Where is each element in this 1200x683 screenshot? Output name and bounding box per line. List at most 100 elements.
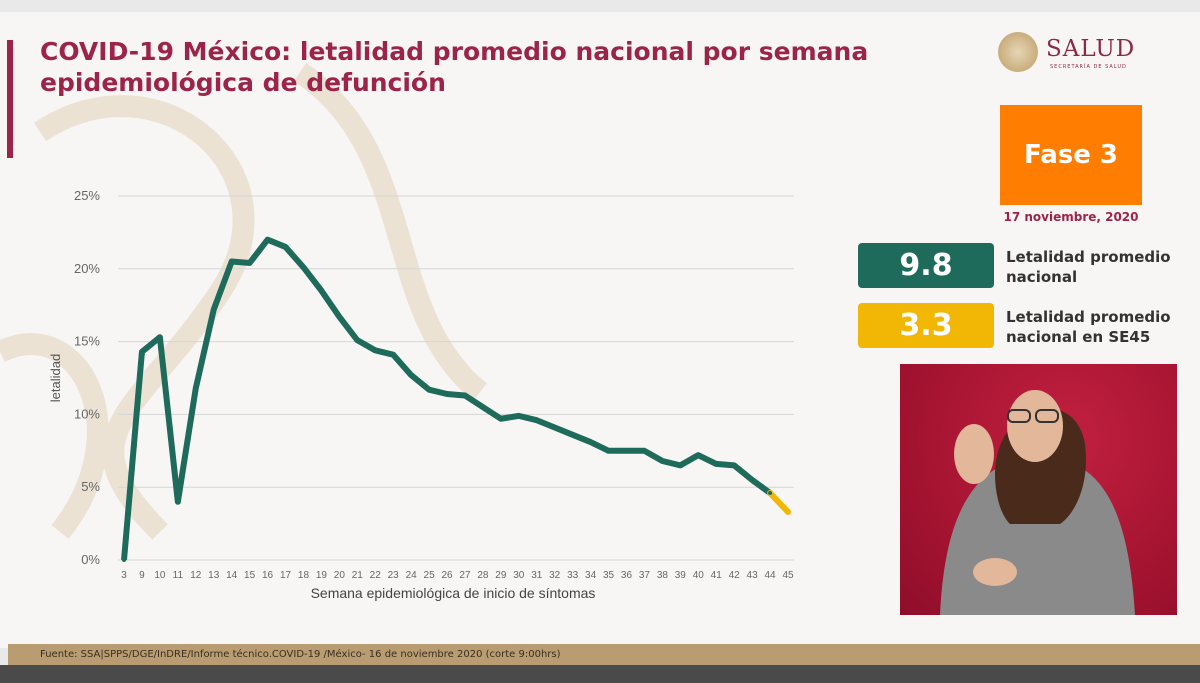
x-tick-label: 44 xyxy=(764,570,776,581)
series-line xyxy=(121,236,772,561)
data-point xyxy=(409,373,414,378)
data-point xyxy=(283,244,288,249)
data-point xyxy=(642,448,647,453)
data-point xyxy=(786,509,790,514)
x-tick-label: 3 xyxy=(121,570,127,581)
data-point xyxy=(355,338,360,343)
x-tick-label: 36 xyxy=(621,570,633,581)
chart-grid xyxy=(118,195,794,561)
data-point xyxy=(660,458,665,463)
salud-logo: SALUD SECRETARÍA DE SALUD xyxy=(998,22,1173,78)
logo-text: SALUD xyxy=(1046,36,1136,62)
data-point xyxy=(750,477,755,482)
y-tick-label: 20% xyxy=(74,261,100,276)
x-tick-label: 19 xyxy=(316,570,328,581)
report-date: 17 noviembre, 2020 xyxy=(1003,210,1139,224)
data-point xyxy=(319,288,324,293)
x-tick-label: 9 xyxy=(139,570,145,581)
data-point xyxy=(265,237,270,242)
x-tick-label: 37 xyxy=(639,570,651,581)
data-point xyxy=(678,463,683,468)
data-point xyxy=(193,386,198,391)
x-tick-label: 25 xyxy=(424,570,436,581)
data-point xyxy=(122,558,126,562)
x-tick-label: 14 xyxy=(226,570,238,581)
stat-se45-value: 3.3 xyxy=(858,303,994,348)
x-axis-ticks: 3 9 10 11 12 13 14 15 16 17 18 19 20 21 22 23 24 25 26 27 28… xyxy=(121,570,794,581)
data-point xyxy=(696,453,701,458)
x-tick-label: 10 xyxy=(154,570,166,581)
x-tick-label: 24 xyxy=(406,570,418,581)
x-axis-label: Semana epidemiológica de inicio de sínto… xyxy=(311,585,596,601)
phase-badge: Fase 3 xyxy=(1000,105,1142,205)
data-point xyxy=(229,259,234,264)
x-tick-label: 41 xyxy=(711,570,723,581)
data-point xyxy=(552,425,557,430)
data-point xyxy=(139,349,144,354)
data-point xyxy=(768,491,773,496)
slide-title: COVID-19 México: letalidad promedio naci… xyxy=(40,37,869,97)
data-point xyxy=(247,260,252,265)
x-tick-label: 38 xyxy=(657,570,669,581)
x-tick-label: 45 xyxy=(782,570,794,581)
y-tick-label: 0% xyxy=(81,552,100,567)
x-tick-label: 18 xyxy=(298,570,310,581)
x-tick-label: 15 xyxy=(244,570,256,581)
source-footer: Fuente: SSA|SPPS/DGE/InDRE/Informe técni… xyxy=(8,644,1200,665)
data-point xyxy=(588,440,593,445)
data-point xyxy=(498,416,503,421)
x-tick-label: 34 xyxy=(585,570,597,581)
title-accent-bar xyxy=(7,40,13,158)
chart-series xyxy=(121,236,791,562)
stat-national-label: Letalidad promedio nacional xyxy=(1006,248,1171,286)
y-axis-label: letalidad xyxy=(48,354,63,402)
x-tick-label: 26 xyxy=(441,570,453,581)
data-point xyxy=(445,392,450,397)
x-tick-label: 30 xyxy=(513,570,525,581)
data-point xyxy=(462,393,467,398)
x-tick-label: 11 xyxy=(173,570,184,581)
data-point xyxy=(624,448,629,453)
x-tick-label: 12 xyxy=(190,570,202,581)
stat-national-value: 9.8 xyxy=(858,243,994,288)
x-tick-label: 21 xyxy=(352,570,364,581)
seal-icon xyxy=(998,32,1038,72)
x-tick-label: 39 xyxy=(675,570,687,581)
x-tick-label: 28 xyxy=(477,570,489,581)
y-tick-label: 10% xyxy=(74,406,100,421)
data-point xyxy=(516,413,521,418)
stat-se45-label: Letalidad promedio nacional en SE45 xyxy=(1006,308,1171,346)
data-point xyxy=(534,418,539,423)
x-tick-label: 33 xyxy=(567,570,579,581)
logo-subtext: SECRETARÍA DE SALUD xyxy=(1050,64,1127,70)
x-tick-label: 40 xyxy=(693,570,705,581)
lethality-line-chart: 0%5%10%15%20%25% 3 9 10 11 12 13 14 15 16 17 18 19 2… xyxy=(48,188,794,601)
data-point xyxy=(606,448,611,453)
x-tick-label: 43 xyxy=(747,570,759,581)
x-tick-label: 32 xyxy=(549,570,561,581)
data-point xyxy=(373,348,378,353)
data-point xyxy=(732,463,737,468)
data-point xyxy=(211,307,216,312)
sign-language-interpreter-video xyxy=(900,364,1177,615)
y-axis-ticks: 0% 5% 10% 15% 20% 25% xyxy=(74,188,100,567)
y-tick-label: 15% xyxy=(74,334,100,349)
x-tick-label: 13 xyxy=(208,570,220,581)
x-tick-label: 42 xyxy=(729,570,741,581)
data-point xyxy=(157,335,162,340)
data-point xyxy=(301,265,306,270)
y-tick-label: 5% xyxy=(81,479,100,494)
data-point xyxy=(480,405,485,410)
x-tick-label: 29 xyxy=(495,570,507,581)
data-point xyxy=(391,352,396,357)
data-point xyxy=(175,499,180,504)
data-point xyxy=(427,387,432,392)
x-tick-label: 22 xyxy=(370,570,382,581)
x-tick-label: 35 xyxy=(603,570,615,581)
x-tick-label: 20 xyxy=(334,570,346,581)
bottom-strip xyxy=(0,665,1200,683)
data-point xyxy=(714,461,719,466)
interpreter-figure xyxy=(940,390,1135,615)
x-tick-label: 31 xyxy=(531,570,543,581)
y-tick-label: 25% xyxy=(74,188,100,203)
